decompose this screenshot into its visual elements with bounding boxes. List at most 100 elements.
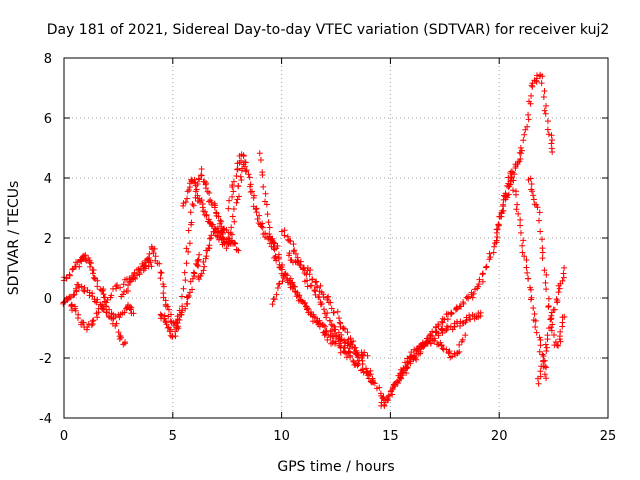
data-point (470, 290, 477, 297)
data-point (269, 301, 276, 308)
data-point (63, 275, 70, 282)
data-point (531, 310, 538, 317)
data-point (527, 286, 534, 293)
data-point (539, 73, 546, 80)
series-track-4 (118, 243, 203, 333)
data-point (165, 306, 172, 313)
data-point (519, 242, 526, 249)
data-point (301, 300, 308, 307)
data-point (476, 276, 483, 283)
data-point (200, 208, 207, 215)
data-point (390, 381, 397, 388)
data-point (181, 269, 188, 276)
data-point (493, 229, 500, 236)
series-track-8 (225, 151, 286, 270)
data-point (215, 213, 222, 220)
data-point (121, 309, 128, 316)
data-point (157, 269, 164, 276)
data-point (529, 188, 536, 195)
data-point (287, 275, 294, 282)
data-point (270, 245, 277, 252)
data-point (324, 336, 331, 343)
data-point (462, 332, 469, 339)
data-point (254, 216, 261, 223)
data-point (278, 228, 285, 235)
data-point (132, 275, 139, 282)
data-point (435, 322, 442, 329)
data-point (341, 337, 348, 344)
y-tick-label: 4 (44, 172, 52, 187)
data-point (514, 201, 521, 208)
data-point (184, 188, 191, 195)
data-point (324, 310, 331, 317)
data-point (327, 317, 334, 324)
data-point (520, 237, 527, 244)
data-point (376, 384, 383, 391)
data-point (103, 309, 110, 316)
data-point (216, 220, 223, 227)
data-point (127, 303, 134, 310)
data-point (466, 312, 473, 319)
data-point (420, 343, 427, 350)
data-point (434, 341, 441, 348)
data-point (182, 305, 189, 312)
y-axis-label: SDTVAR / TECUs (6, 181, 22, 296)
data-point (79, 319, 86, 326)
data-point (536, 209, 543, 216)
series-track-16 (493, 71, 556, 244)
data-point (385, 393, 392, 400)
data-point (477, 309, 484, 316)
data-point (148, 263, 155, 270)
series-track-6 (180, 161, 248, 252)
data-point (307, 308, 314, 315)
data-point (112, 283, 119, 290)
data-point (201, 178, 208, 185)
data-point (317, 282, 324, 289)
data-point (541, 88, 548, 95)
data-point (540, 353, 547, 360)
data-point (175, 325, 182, 332)
data-point (186, 240, 193, 247)
data-point (538, 80, 545, 87)
data-point (116, 314, 123, 321)
data-point (361, 349, 368, 356)
data-point (183, 260, 190, 267)
data-point (208, 199, 215, 206)
data-point (228, 231, 235, 238)
data-point (465, 293, 472, 300)
data-point (70, 292, 77, 299)
data-point (530, 192, 537, 199)
data-point (196, 251, 203, 258)
data-point (525, 111, 532, 118)
data-point (543, 271, 550, 278)
y-tick-label: -2 (39, 352, 52, 367)
data-point (314, 284, 321, 291)
data-point (317, 321, 324, 328)
data-point (525, 275, 532, 282)
data-point (491, 243, 498, 250)
data-point (191, 176, 198, 183)
data-point (151, 245, 158, 252)
data-point (230, 205, 237, 212)
data-point (340, 325, 347, 332)
data-point (549, 136, 556, 143)
data-point (531, 201, 538, 208)
data-point (225, 205, 232, 212)
data-point (535, 217, 542, 224)
data-point (466, 316, 473, 323)
data-point (508, 168, 515, 175)
data-point (388, 387, 395, 394)
data-point (463, 294, 470, 301)
data-point (235, 182, 242, 189)
data-point (231, 218, 238, 225)
data-point (69, 307, 76, 314)
data-point (548, 324, 555, 331)
series-track-2 (60, 281, 137, 321)
data-point (226, 197, 233, 204)
data-points (60, 71, 568, 410)
data-point (544, 126, 551, 133)
data-point (367, 371, 374, 378)
data-point (271, 246, 278, 253)
data-point (174, 320, 181, 327)
data-point (200, 267, 207, 274)
